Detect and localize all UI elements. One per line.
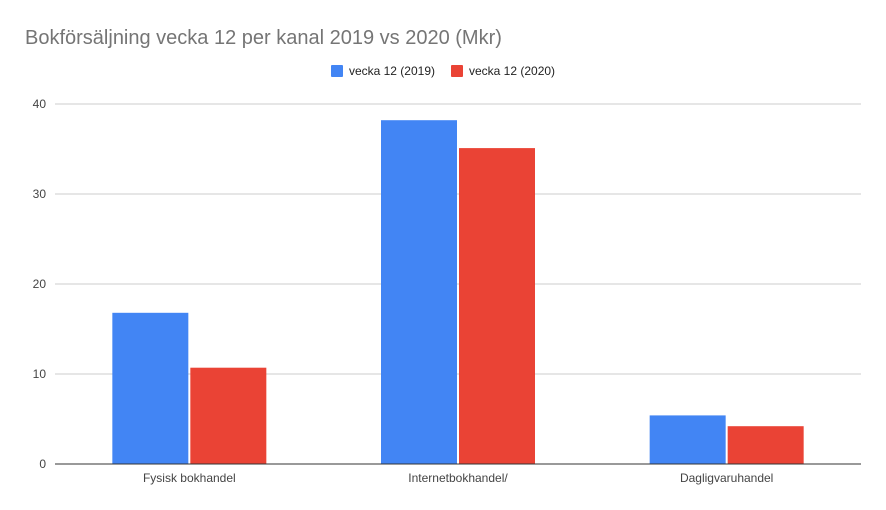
x-tick-label: Dagligvaruhandel <box>680 471 773 485</box>
legend-swatch-2019 <box>330 65 343 77</box>
bar-2020 <box>727 426 804 464</box>
legend-label-2020: vecka 12 (2020) <box>469 64 556 78</box>
bar-2020 <box>459 148 535 464</box>
legend: vecka 12 (2019) vecka 12 (2020) <box>0 64 886 78</box>
y-tick-label: 30 <box>33 187 47 201</box>
legend-item-2020: vecka 12 (2020) <box>451 64 555 78</box>
y-tick-label: 20 <box>33 277 47 291</box>
x-tick-label: Fysisk bokhandel <box>143 471 236 485</box>
legend-item-2019: vecka 12 (2019) <box>330 64 435 78</box>
bar-2019 <box>112 312 189 464</box>
chart-title: Bokförsäljning vecka 12 per kanal 2019 v… <box>25 27 502 49</box>
y-tick-label: 0 <box>39 457 46 471</box>
bar-2019 <box>649 415 726 464</box>
x-tick-label: Internetbokhandel/ <box>408 471 508 485</box>
bar-2019 <box>381 120 457 464</box>
bar-2020 <box>190 367 267 464</box>
y-tick-label: 10 <box>33 367 47 381</box>
legend-label-2019: vecka 12 (2019) <box>348 64 435 78</box>
y-tick-label: 40 <box>33 97 47 111</box>
legend-swatch-2020 <box>451 65 463 77</box>
